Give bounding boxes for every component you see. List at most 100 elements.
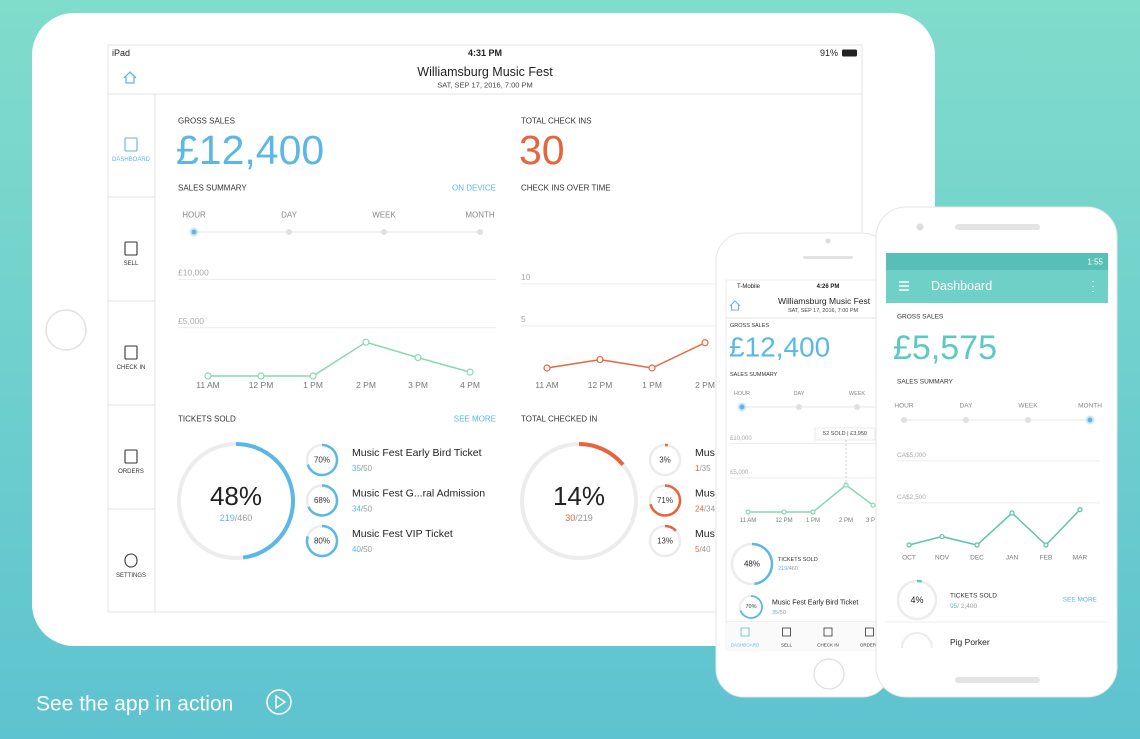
menu-icon[interactable] <box>899 281 909 291</box>
slider-stop[interactable] <box>1085 415 1095 425</box>
data-point <box>596 355 604 364</box>
iphone-camera <box>825 238 831 244</box>
x-tick-label: 11 AM <box>196 380 219 390</box>
nav-icon[interactable] <box>124 345 138 360</box>
ticket-name: Pig Porker <box>950 637 990 647</box>
ticket-percent: 68% <box>314 496 330 505</box>
capacity: /460 <box>235 513 253 523</box>
x-tick-label: MAR <box>1073 555 1088 562</box>
donut-percent: 14% <box>553 481 605 511</box>
nav-item[interactable]: SELL <box>124 261 139 267</box>
tab-item[interactable]: DASHBOARD <box>731 643 760 648</box>
tab-icon[interactable] <box>740 627 750 637</box>
period-option[interactable]: HOUR <box>182 211 206 220</box>
period-option[interactable]: DAY <box>794 391 805 397</box>
capacity: /50 <box>361 545 373 554</box>
section-link[interactable]: SEE MORE <box>1063 597 1098 604</box>
gross-sales-value: £5,575 <box>893 329 997 367</box>
slider-stop[interactable] <box>901 417 907 423</box>
home-icon[interactable] <box>729 300 741 311</box>
ticket-percent: 80% <box>314 537 330 546</box>
app-bar <box>886 270 1108 303</box>
android-speaker <box>955 224 1040 230</box>
sold: 35 <box>772 610 778 616</box>
section-title: TICKETS SOLD <box>178 415 236 424</box>
period-option[interactable]: MONTH <box>1078 403 1102 410</box>
sold-count: 219/460 <box>778 566 798 572</box>
status-time: 1:55 <box>1087 258 1103 267</box>
nav-icon[interactable] <box>124 449 138 464</box>
tab-item[interactable]: CHECK IN <box>817 643 839 648</box>
x-tick-label: DEC <box>970 555 984 562</box>
home-icon[interactable] <box>123 71 137 84</box>
sales-line <box>546 342 706 369</box>
nav-item[interactable]: DASHBOARD <box>112 157 151 163</box>
data-point <box>648 364 656 372</box>
nav-icon[interactable] <box>124 553 138 568</box>
slider-stop[interactable] <box>854 404 860 410</box>
nav-item[interactable]: SETTINGS <box>116 573 146 579</box>
data-point <box>466 368 474 376</box>
play-button[interactable] <box>266 689 292 715</box>
donut-percent: 4% <box>910 595 923 605</box>
battery-icon <box>842 49 857 57</box>
x-tick-label: 3 PM <box>408 380 428 390</box>
ring-progress <box>306 443 339 477</box>
gross-sales-value: £12,400 <box>176 127 324 173</box>
android-camera <box>916 223 924 231</box>
x-tick-label: NOV <box>935 555 950 562</box>
capacity: /50 <box>361 504 373 513</box>
period-option[interactable]: WEEK <box>849 391 866 397</box>
tab-item[interactable]: ORDERS <box>860 643 879 648</box>
data-point <box>1077 507 1083 513</box>
x-tick-label: 12 PM <box>588 380 613 390</box>
event-title: Williamsburg Music Fest <box>778 296 871 306</box>
period-option[interactable]: HOUR <box>894 403 913 410</box>
period-option[interactable]: HOUR <box>734 391 750 397</box>
section-title: SALES SUMMARY <box>178 184 247 193</box>
sold-count: 35/50 <box>772 610 786 616</box>
slider-stop[interactable] <box>189 227 199 237</box>
cta-text[interactable]: See the app in action <box>36 693 233 716</box>
y-tick-label: CA$5,000 <box>897 452 926 459</box>
section-link[interactable]: ON DEVICE <box>452 184 496 193</box>
x-tick-label: 12 PM <box>775 518 792 524</box>
nav-icon[interactable] <box>124 137 138 152</box>
sold-count: 1/35 <box>695 464 711 473</box>
data-point <box>810 509 816 515</box>
ipad-home-button <box>45 309 87 351</box>
status-time: 4:26 PM <box>817 284 840 290</box>
tab-item[interactable]: SELL <box>781 643 793 648</box>
period-option[interactable]: DAY <box>281 211 298 220</box>
period-option[interactable]: WEEK <box>1018 403 1038 410</box>
slider-stop[interactable] <box>477 229 483 235</box>
period-option[interactable]: MONTH <box>465 211 495 220</box>
nav-icon[interactable] <box>124 241 138 256</box>
x-tick-label: 2 PM <box>839 518 853 524</box>
slider-stop[interactable] <box>286 229 292 235</box>
event-date: SAT, SEP 17, 2016, 7:00 PM <box>788 308 859 314</box>
sold: 219 <box>778 566 787 572</box>
sold: 35 <box>352 464 361 473</box>
slider-stop[interactable] <box>796 404 802 410</box>
section-title: CHECK INS OVER TIME <box>521 184 611 193</box>
x-tick-label: JAN <box>1006 555 1019 562</box>
period-option[interactable]: WEEK <box>372 211 396 220</box>
period-option[interactable]: DAY <box>960 403 974 410</box>
slider-stop[interactable] <box>1025 417 1031 423</box>
tab-icon[interactable] <box>823 627 833 637</box>
sold-count: 5/40 <box>695 545 711 554</box>
tab-icon[interactable] <box>782 627 791 637</box>
section-link[interactable]: SEE MORE <box>454 415 496 424</box>
sold: 40 <box>352 545 361 554</box>
metric-label: GROSS SALES <box>897 314 944 321</box>
slider-stop[interactable] <box>381 229 387 235</box>
nav-item[interactable]: CHECK IN <box>117 365 146 371</box>
nav-item[interactable]: ORDERS <box>118 469 144 475</box>
slider-stop[interactable] <box>963 417 969 423</box>
iphone-home-button[interactable] <box>813 658 845 690</box>
tab-icon[interactable] <box>865 627 874 637</box>
ring-progress <box>664 524 677 532</box>
slider-stop[interactable] <box>737 402 747 412</box>
